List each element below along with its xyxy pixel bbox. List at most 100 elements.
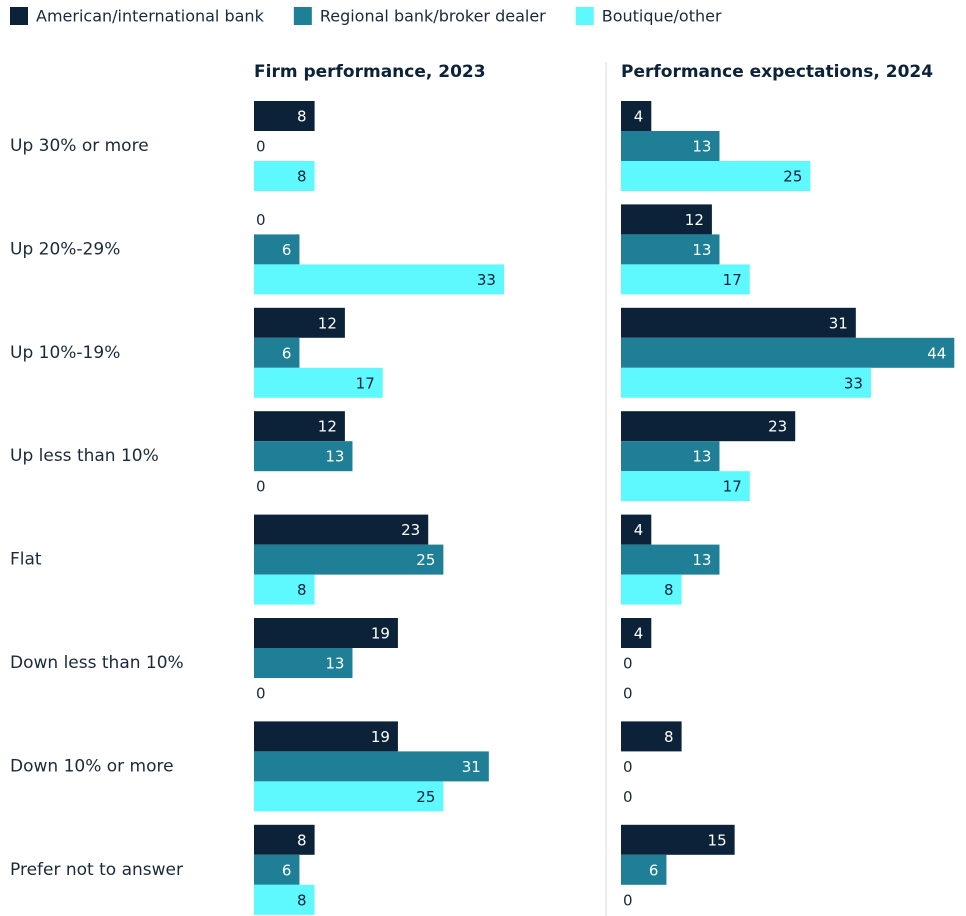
bar — [254, 307, 345, 338]
bar — [254, 574, 315, 605]
value-label: 44 — [927, 344, 946, 362]
value-label: 0 — [623, 758, 633, 776]
value-label: 6 — [282, 241, 292, 259]
value-label: 19 — [371, 625, 390, 643]
bar — [621, 337, 955, 368]
bar — [254, 367, 383, 398]
value-label: 13 — [325, 655, 344, 673]
value-label: 8 — [664, 728, 674, 746]
value-label: 12 — [685, 211, 704, 229]
bar — [621, 471, 750, 502]
bar — [254, 234, 300, 265]
value-label: 0 — [256, 478, 266, 496]
value-label: 13 — [692, 241, 711, 259]
value-label: 23 — [401, 521, 420, 539]
bar — [621, 854, 667, 885]
bar — [621, 101, 652, 131]
value-label: 4 — [634, 521, 644, 539]
value-label: 13 — [325, 448, 344, 466]
value-label: 17 — [356, 374, 375, 392]
value-label: 19 — [371, 728, 390, 746]
category-label: Up 10%-19% — [10, 343, 120, 363]
bar — [621, 161, 811, 191]
chart-title: Firm performance, 2023 — [254, 62, 486, 82]
value-label: 4 — [634, 108, 644, 126]
bar — [621, 514, 652, 545]
bar — [254, 751, 489, 782]
value-label: 31 — [462, 758, 481, 776]
value-label: 13 — [692, 448, 711, 466]
value-label: 33 — [844, 374, 863, 392]
category-label: Down less than 10% — [10, 653, 184, 673]
bar — [621, 411, 796, 442]
value-label: 25 — [783, 168, 802, 186]
bar — [254, 514, 429, 545]
value-label: 23 — [768, 418, 787, 436]
legend-swatch — [10, 7, 28, 25]
value-label: 4 — [634, 625, 644, 643]
bar — [621, 264, 750, 295]
bar — [254, 618, 398, 648]
value-label: 13 — [692, 551, 711, 569]
value-label: 25 — [416, 551, 435, 569]
bar — [254, 161, 315, 191]
bar — [621, 574, 682, 605]
value-label: 13 — [692, 138, 711, 156]
bar — [254, 721, 398, 752]
value-label: 6 — [282, 344, 292, 362]
legend-swatch — [575, 7, 594, 25]
value-label: 15 — [708, 831, 727, 849]
bar — [254, 544, 444, 575]
bar — [254, 337, 300, 368]
bar — [621, 441, 720, 472]
value-label: 33 — [477, 271, 496, 289]
value-label: 0 — [256, 138, 266, 156]
chart-title: Performance expectations, 2024 — [621, 62, 933, 82]
bar — [254, 884, 315, 915]
category-label: Flat — [10, 550, 42, 570]
value-label: 0 — [623, 655, 633, 673]
legend-label: Regional bank/broker dealer — [320, 7, 546, 26]
bar — [254, 648, 353, 678]
value-label: 0 — [256, 211, 266, 229]
bar — [254, 781, 444, 812]
value-label: 25 — [416, 788, 435, 806]
bar — [621, 824, 735, 855]
bar — [621, 204, 712, 235]
legend-label: Boutique/other — [602, 7, 722, 26]
value-label: 0 — [623, 685, 633, 703]
value-label: 8 — [297, 108, 307, 126]
bar — [621, 544, 720, 575]
bar — [621, 721, 682, 752]
value-label: 12 — [318, 314, 337, 332]
bar — [254, 824, 315, 855]
value-label: 8 — [297, 891, 307, 909]
bar — [621, 618, 652, 648]
legend-swatch — [293, 7, 312, 25]
bar — [254, 101, 315, 131]
value-label: 8 — [297, 831, 307, 849]
value-label: 8 — [297, 581, 307, 599]
category-label: Down 10% or more — [10, 756, 174, 776]
value-label: 8 — [297, 168, 307, 186]
value-label: 31 — [829, 314, 848, 332]
value-label: 6 — [282, 861, 292, 879]
value-label: 6 — [649, 861, 659, 879]
value-label: 0 — [623, 788, 633, 806]
category-label: Up less than 10% — [10, 446, 159, 466]
category-label: Up 20%-29% — [10, 239, 120, 259]
value-label: 0 — [256, 685, 266, 703]
value-label: 12 — [318, 418, 337, 436]
bar — [621, 131, 720, 161]
value-label: 17 — [723, 271, 742, 289]
bar — [621, 307, 856, 338]
bar — [621, 367, 871, 398]
bar — [621, 234, 720, 265]
legend-label: American/international bank — [36, 7, 265, 26]
category-label: Prefer not to answer — [10, 860, 183, 880]
bar — [254, 854, 300, 885]
bar — [254, 411, 345, 442]
value-label: 8 — [664, 581, 674, 599]
value-label: 17 — [723, 478, 742, 496]
